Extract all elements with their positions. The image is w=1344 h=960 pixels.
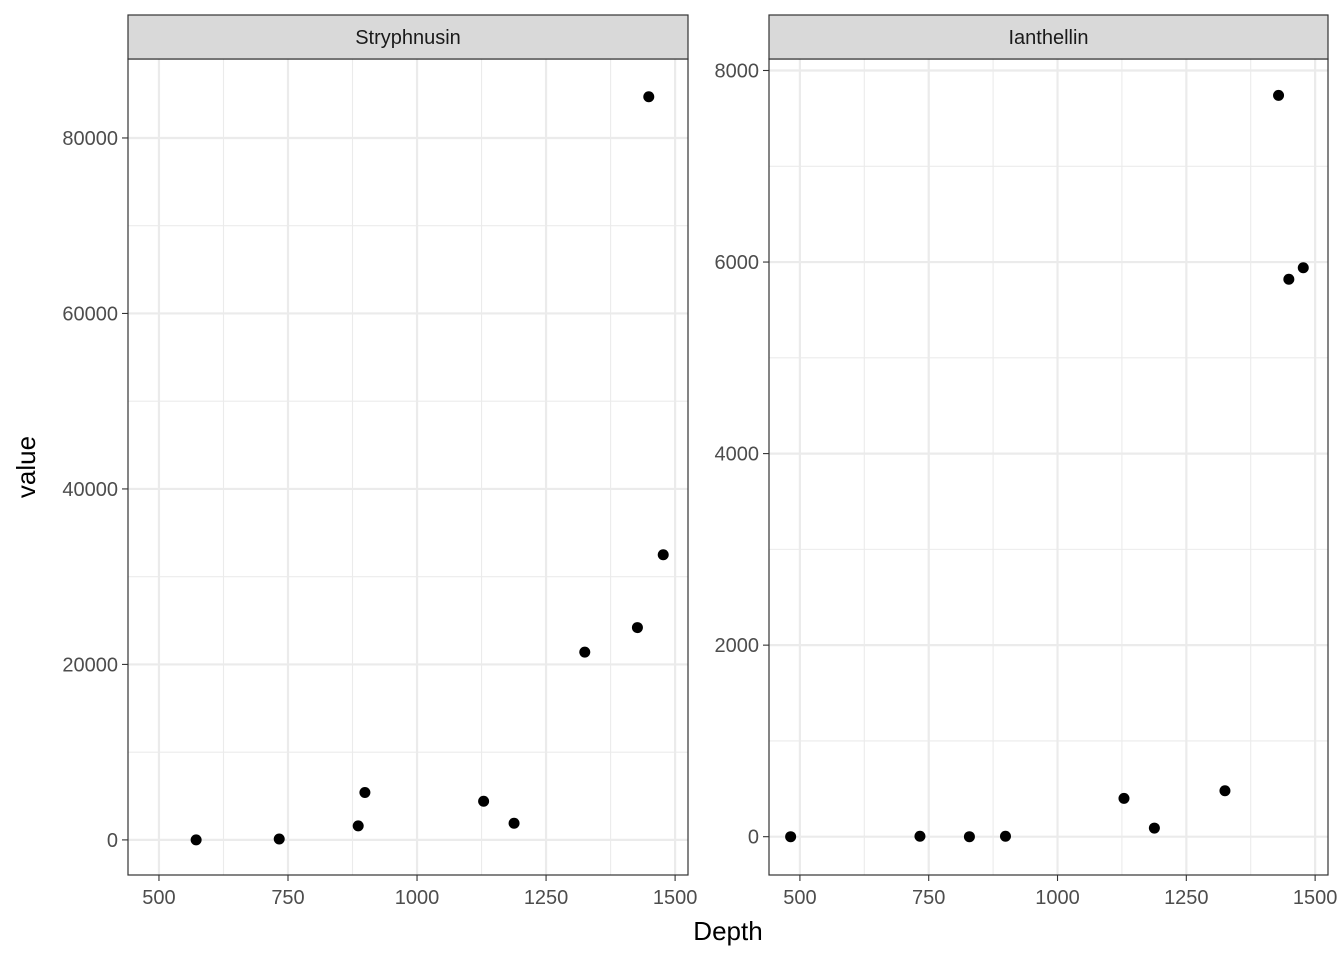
- y-tick-label: 4000: [715, 444, 760, 466]
- data-point: [914, 830, 926, 842]
- panels-group: 500 750 1000 1250 1500020000400006000080000S…: [62, 14, 1338, 909]
- facet-strip: [127, 14, 689, 60]
- y-tick-label: 0: [748, 827, 759, 849]
- facet-strip-title: Stryphnusin: [355, 27, 461, 49]
- data-point: [190, 834, 202, 846]
- x-tick-label: 1250: [524, 887, 569, 909]
- x-tick-label: 500: [142, 887, 175, 909]
- x-tick-label: 500: [783, 887, 816, 909]
- facet-strip: [768, 14, 1329, 60]
- y-tick-label: 6000: [715, 252, 760, 274]
- x-axis-title: Depth: [693, 916, 762, 946]
- data-point: [631, 622, 643, 634]
- data-point: [1283, 273, 1295, 285]
- y-tick-label: 40000: [62, 479, 118, 501]
- y-tick-label: 80000: [62, 128, 118, 150]
- data-point: [359, 787, 371, 799]
- y-tick-label: 8000: [715, 60, 760, 82]
- data-point: [785, 831, 797, 843]
- x-tick-label: 1000: [1035, 887, 1080, 909]
- x-tick-label: 1500: [653, 887, 698, 909]
- x-tick-label: 1000: [395, 887, 440, 909]
- data-point: [1273, 89, 1285, 101]
- data-point: [352, 820, 364, 832]
- y-tick-label: 0: [107, 830, 118, 852]
- x-tick-label: 1250: [1164, 887, 1209, 909]
- data-point: [1148, 822, 1160, 834]
- data-point: [657, 549, 669, 561]
- facet-panel-1: 500 750 1000 1250 1500 0 20000 40000 60000 80000 S…: [62, 14, 698, 909]
- facet-panel-2: 500 750 1000 1250 1500 0 2000 4000 6000 8000 Ianth…: [715, 14, 1338, 909]
- x-tick-label: 750: [912, 887, 945, 909]
- data-point: [1118, 792, 1130, 804]
- data-point: [508, 817, 520, 829]
- data-point: [999, 830, 1011, 842]
- y-tick-label: 2000: [715, 635, 760, 657]
- data-point: [1219, 785, 1231, 797]
- panel-background: [769, 59, 1328, 875]
- y-tick-label: 60000: [62, 303, 118, 325]
- data-point: [1297, 262, 1309, 274]
- data-point: [273, 833, 285, 845]
- panel-background: [128, 59, 688, 875]
- data-point: [963, 831, 975, 843]
- data-point: [579, 646, 591, 658]
- x-tick-label: 750: [271, 887, 304, 909]
- data-point: [643, 91, 655, 103]
- x-tick-label: 1500: [1293, 887, 1338, 909]
- data-point: [478, 795, 490, 807]
- facet-strip-title: Ianthellin: [1008, 27, 1088, 49]
- y-tick-label: 20000: [62, 654, 118, 676]
- y-axis-title: value: [11, 436, 41, 498]
